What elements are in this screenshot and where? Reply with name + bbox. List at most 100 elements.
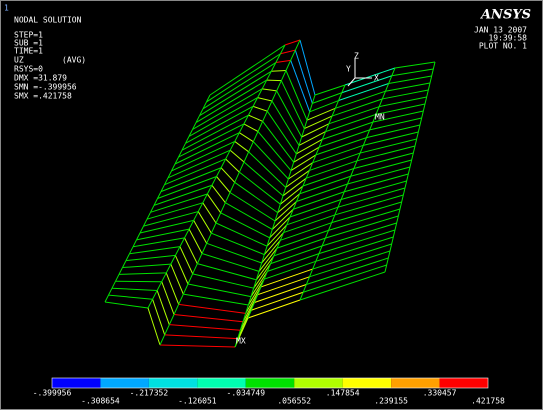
mesh-edge [195,115,200,123]
mesh-edge [360,138,417,154]
mesh-edge [178,293,184,305]
mesh-edge [139,219,194,234]
mesh-edge [337,187,406,208]
logo: ANSYS [479,8,531,23]
mesh-edge [305,170,310,179]
legend-swatch [197,378,246,388]
mesh-edge [255,255,275,281]
info-line: SMX =.421758 [14,92,72,101]
mesh-edge [220,202,226,214]
mesh-edge [150,205,155,213]
mesh-edge [164,158,226,186]
mesh-edge [369,117,422,131]
mesh-edge [261,79,268,90]
plot-number: PLOT NO. 1 [479,42,527,51]
mesh-edge [266,100,273,112]
mesh-edge [206,185,213,195]
mesh-edge [315,253,320,262]
mesh-edge [216,167,222,177]
mesh-edge [271,70,287,72]
mesh-edge [427,82,431,91]
mesh-edge [188,129,193,137]
mesh-edge [188,228,203,254]
mesh-edge [247,310,252,319]
mesh-edge [160,167,222,193]
mesh-edge [312,144,364,164]
mesh-edge [247,278,265,306]
mesh-edge [384,264,388,273]
mesh-edge [295,145,300,154]
mesh-edge [293,191,345,210]
mesh-edge [312,92,342,104]
mesh-edge [286,216,291,225]
triad: Y Z X [346,52,379,87]
mesh-edge [275,59,291,64]
mesh-edge [276,229,329,249]
mesh-edge [171,163,176,172]
mesh-edge [229,141,236,151]
legend-label: -.399956 [33,389,72,398]
mesh-edge [271,220,276,230]
mesh-edge [253,263,272,289]
mesh-edge [210,222,217,234]
mesh-edge [296,183,348,202]
mesh-edge [174,255,189,285]
mesh-edge [164,177,169,185]
legend-frame [51,377,489,389]
mesh-edge [215,222,268,247]
mesh-edge [328,115,333,125]
mesh-edge [388,75,432,84]
mesh-edge [397,208,401,217]
mesh-edge [294,50,313,104]
mesh-edge [302,168,354,187]
mesh-edge [298,136,303,146]
mesh-edge [271,90,278,102]
mesh-edge [206,232,212,244]
mesh-edge [366,124,421,139]
mesh-edge [308,162,314,171]
mesh-edge [402,187,406,196]
legend-swatch [52,378,101,388]
mesh-edge [258,247,278,272]
mesh-edge [304,115,333,130]
mesh-edge [250,271,268,297]
mesh-edge [381,91,386,100]
mesh-edge [315,236,394,262]
mesh-edge [431,68,434,77]
mesh-edge [202,62,277,110]
mesh-edge [129,246,134,254]
mesh-edge [243,123,259,132]
mesh-edge [199,70,272,117]
mesh-edge [296,193,301,202]
mesh-edge [179,246,194,275]
mesh-edge [270,245,323,265]
mesh-edge [432,61,436,70]
mesh-edge [301,123,330,138]
mesh-edge [289,209,294,218]
mesh-edge [182,283,189,295]
mesh-edge [254,294,259,303]
mesh-edge [174,156,179,165]
mesh-edge [347,176,352,185]
mesh-edge [183,293,249,306]
mesh-edge [192,88,263,130]
legend-label: -.126051 [178,397,217,406]
mesh-edge [274,212,279,222]
mesh-edge [294,39,301,51]
mesh-edge [285,170,310,188]
mesh-edge [188,97,258,137]
mesh-edge [266,263,272,272]
mesh-edge [315,146,320,156]
mesh-edge [266,224,288,247]
mesh-edge [424,96,428,105]
mesh-edge [139,225,144,234]
mesh-edge [150,193,208,213]
mesh-edge [338,92,343,101]
mesh-edge [238,123,245,133]
mesh-edge [414,138,418,147]
mesh-edge [288,162,313,180]
mesh-edge [261,254,265,264]
mesh-edge [409,159,413,168]
mesh-edge [273,237,326,257]
mesh-edge [234,171,240,183]
